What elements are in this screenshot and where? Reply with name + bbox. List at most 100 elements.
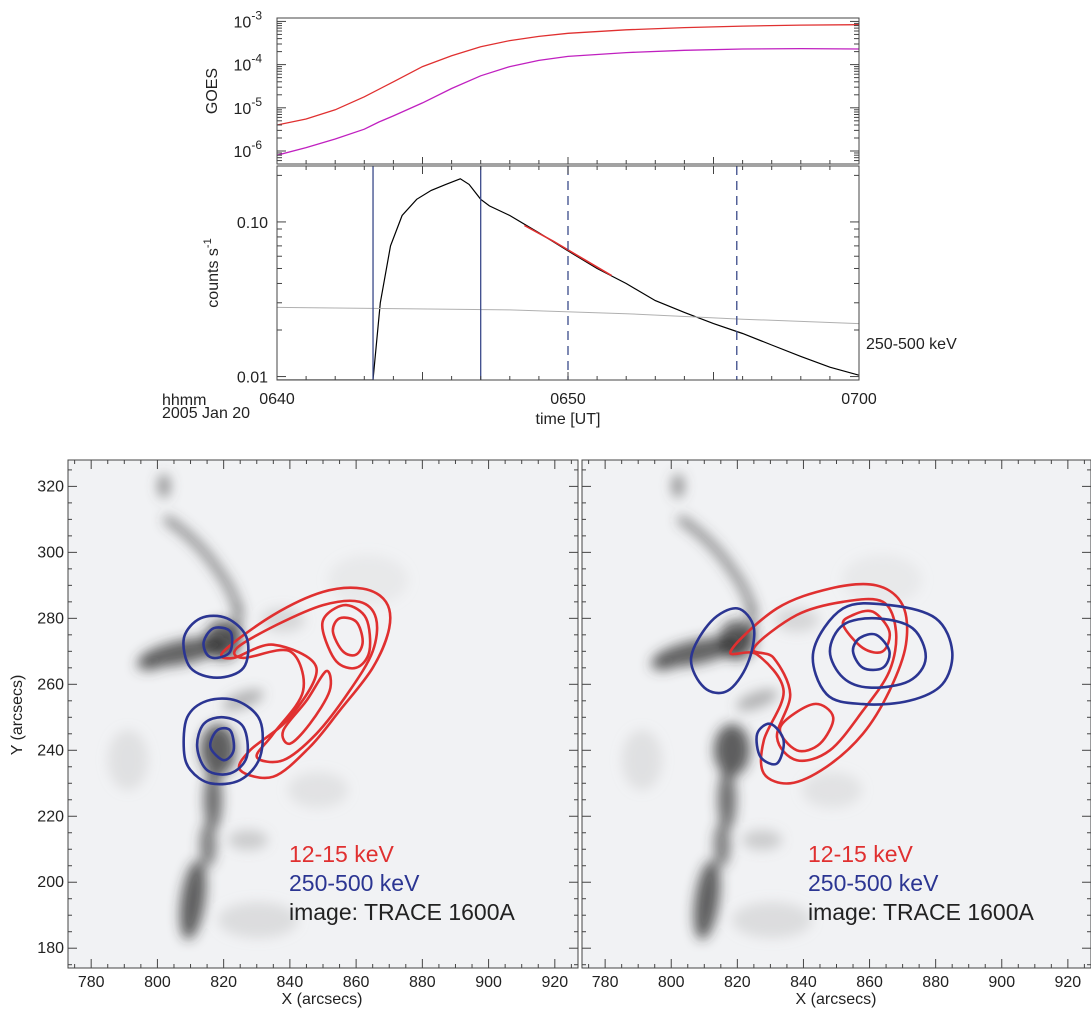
goes-y-tick-exponent: -4	[251, 52, 262, 66]
counts-time-markers	[372, 166, 738, 380]
counts-y-axis-label-main: counts s	[205, 248, 222, 308]
contour-7	[689, 607, 756, 695]
counts-y-axis-label-sup: -1	[202, 238, 214, 248]
contour-0	[219, 586, 392, 780]
map-left-y-axis-label: Y (arcsecs)	[9, 675, 26, 756]
counts-minor-ticks	[277, 166, 860, 380]
x-tick-label-6: 900	[475, 974, 502, 991]
counts-x-tick-labels: 0640 0650 0700	[259, 391, 877, 408]
contour-5	[828, 616, 928, 689]
contour-4	[811, 601, 954, 706]
goes-y-tick-label-1: 10-4	[234, 52, 263, 75]
map-right-ticks: 780 800 820 840 860 880 900 920	[582, 460, 1091, 991]
legend-right-blue: 250-500 keV	[808, 870, 939, 896]
contour-8	[195, 715, 250, 776]
goes-minor-ticks	[277, 20, 860, 165]
contour-4	[281, 669, 333, 746]
x-tick-label-0: 780	[592, 974, 619, 991]
contour-1	[232, 599, 379, 764]
legend-left-red: 12-15 keV	[289, 841, 395, 867]
goes-y-axis-label: GOES	[204, 68, 221, 114]
y-tick-label-5: 280	[37, 610, 64, 627]
counts-y-tick-label-0: 0.10	[237, 215, 268, 232]
map-left-panel: 780 800 820 840 860 880 900 920 180 200 220 240 260 2…	[9, 459, 579, 1008]
counts-x-tick-label-1: 0650	[550, 391, 586, 408]
map-right-panel: 780 800 820 840 860 880 900 920 X (arcsecs) 12-…	[581, 459, 1091, 1008]
contour-8	[755, 722, 786, 766]
goes-y-tick-mantissa: 10	[234, 14, 252, 31]
goes-y-tick-exponent: -6	[251, 138, 262, 152]
x-tick-label-3: 840	[790, 974, 817, 991]
y-tick-label-2: 220	[37, 808, 64, 825]
goes-series-group	[277, 24, 859, 156]
y-tick-label-7: 320	[37, 478, 64, 495]
legend-right-image: image: TRACE 1600A	[808, 899, 1035, 925]
goes-series-0	[277, 24, 859, 126]
y-tick-label-6: 300	[37, 544, 64, 561]
goes-y-tick-label-3: 10-6	[234, 138, 263, 161]
contours-left	[182, 586, 392, 786]
x-tick-label-0: 780	[78, 974, 105, 991]
x-tick-label-2: 820	[210, 974, 237, 991]
counts-y-tick-labels: 0.10 0.01	[237, 215, 268, 387]
contour-3	[841, 609, 892, 654]
counts-x-axis-label: time [UT]	[536, 411, 601, 428]
legend-left-image: image: TRACE 1600A	[289, 899, 516, 925]
trace-image-left	[68, 460, 578, 968]
contour-2	[320, 603, 372, 670]
goes-panel: 10-310-410-510-6 GOES	[204, 8, 860, 165]
goes-series-1	[277, 47, 859, 156]
date-label: 2005 Jan 20	[162, 405, 250, 422]
x-tick-label-2: 820	[724, 974, 751, 991]
goes-y-tick-label-2: 10-5	[234, 95, 263, 118]
band-label: 250-500 keV	[866, 336, 957, 353]
x-tick-label-7: 920	[541, 974, 568, 991]
map-left-ticks: 780 800 820 840 860 880 900 920 180 200 220 240 260 2…	[37, 460, 578, 991]
goes-y-tick-label-0: 10-3	[234, 8, 263, 31]
x-tick-label-5: 880	[922, 974, 949, 991]
y-tick-label-3: 240	[37, 742, 64, 759]
x-tick-label-5: 880	[409, 974, 436, 991]
contour-1	[752, 597, 898, 763]
y-tick-label-1: 200	[37, 874, 64, 891]
counts-x-tick-label-2: 0700	[841, 391, 877, 408]
x-tick-label-3: 840	[277, 974, 304, 991]
x-tick-label-1: 800	[658, 974, 685, 991]
contour-6	[202, 626, 234, 660]
time-format-label: hhmm	[162, 392, 206, 409]
contours-right	[689, 582, 954, 785]
goes-y-tick-mantissa: 10	[234, 144, 252, 161]
y-tick-label-0: 180	[37, 940, 64, 957]
contour-6	[851, 632, 891, 672]
x-tick-label-4: 860	[856, 974, 883, 991]
goes-y-tick-exponent: -3	[251, 8, 262, 22]
contour-7	[182, 697, 265, 786]
trace-image-right	[582, 460, 1091, 968]
map-left-x-axis-label: X (arcsecs)	[282, 991, 363, 1008]
legend-right-red: 12-15 keV	[808, 841, 914, 867]
x-tick-label-4: 860	[343, 974, 370, 991]
counts-panel: 0.10 0.01 0640 0650 0700 counts s-1 250-500…	[162, 165, 957, 428]
counts-series-signal	[277, 178, 859, 380]
x-tick-label-1: 800	[144, 974, 171, 991]
map-right-x-axis-label: X (arcsecs)	[796, 991, 877, 1008]
goes-frame	[276, 17, 860, 165]
goes-y-tick-mantissa: 10	[234, 58, 252, 75]
contour-5	[182, 614, 250, 679]
contour-0	[729, 582, 909, 785]
goes-y-tick-mantissa: 10	[234, 101, 252, 118]
counts-y-axis-label: counts s-1	[202, 238, 222, 307]
x-tick-label-7: 920	[1055, 974, 1082, 991]
counts-y-tick-label-1: 0.01	[237, 370, 268, 387]
counts-x-tick-label-0: 0640	[259, 391, 295, 408]
contour-9	[208, 726, 236, 762]
legend-left-blue: 250-500 keV	[289, 870, 420, 896]
x-tick-label-6: 900	[988, 974, 1015, 991]
goes-y-tick-labels: 10-310-410-510-6	[234, 8, 263, 161]
counts-series-background	[277, 306, 859, 325]
contour-2	[778, 702, 835, 753]
y-tick-label-4: 260	[37, 676, 64, 693]
contour-3	[331, 616, 364, 657]
goes-y-tick-exponent: -5	[251, 95, 262, 109]
